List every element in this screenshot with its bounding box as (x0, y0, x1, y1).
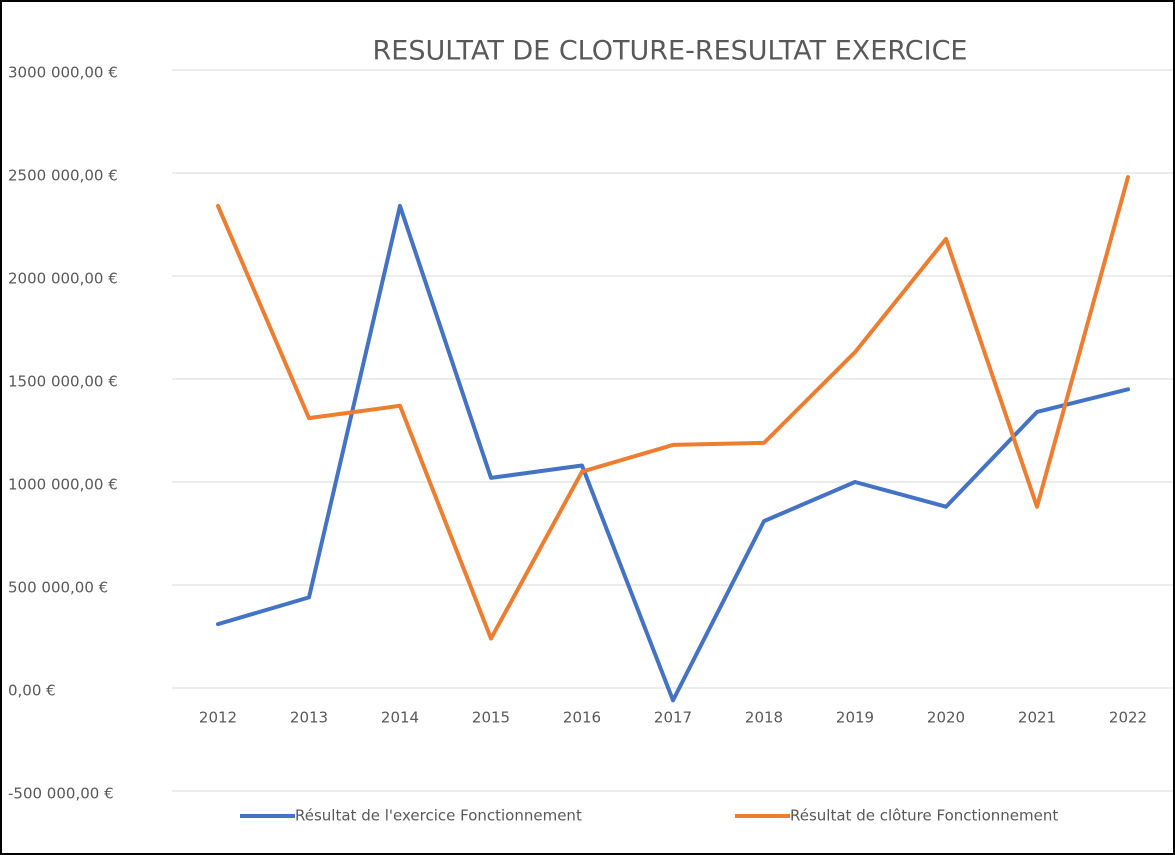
x-tick-label: 2014 (381, 709, 419, 727)
y-tick-label: 1000 000,00 € (8, 476, 118, 494)
x-tick-label: 2021 (1018, 709, 1056, 727)
y-tick-label: -500 000,00 € (8, 785, 114, 803)
legend-label: Résultat de clôture Fonctionnement (790, 807, 1058, 825)
y-tick-label: 2000 000,00 € (8, 270, 118, 288)
x-tick-label: 2016 (563, 709, 601, 727)
y-tick-label: 0,00 € (8, 682, 56, 700)
x-tick-label: 2015 (472, 709, 510, 727)
chart-title: RESULTAT DE CLOTURE-RESULTAT EXERCICE (373, 36, 968, 67)
x-tick-label: 2017 (654, 709, 692, 727)
x-tick-label: 2019 (836, 709, 874, 727)
x-tick-label: 2022 (1109, 709, 1147, 727)
x-tick-label: 2018 (745, 709, 783, 727)
series-line (216, 175, 1130, 641)
legend-label: Résultat de l'exercice Fonctionnement (295, 807, 582, 825)
y-tick-label: 2500 000,00 € (8, 167, 118, 185)
y-tick-label: 3000 000,00 € (8, 64, 118, 82)
series-line (216, 203, 1130, 703)
x-tick-label: 2013 (290, 709, 328, 727)
y-tick-label: 500 000,00 € (8, 579, 108, 597)
x-tick-label: 2020 (927, 709, 965, 727)
x-tick-label: 2012 (199, 709, 237, 727)
y-tick-label: 1500 000,00 € (8, 373, 118, 391)
